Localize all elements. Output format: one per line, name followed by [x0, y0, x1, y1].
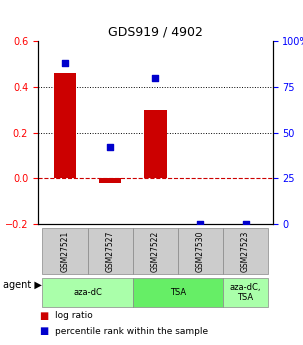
Text: GSM27522: GSM27522: [151, 230, 160, 272]
FancyBboxPatch shape: [88, 228, 133, 274]
Text: percentile rank within the sample: percentile rank within the sample: [55, 327, 208, 336]
Text: ■: ■: [39, 326, 49, 336]
Bar: [144, 110, 167, 178]
Text: aza-dC: aza-dC: [73, 288, 102, 297]
FancyBboxPatch shape: [223, 278, 268, 307]
Point: [108, 145, 112, 150]
FancyBboxPatch shape: [178, 228, 223, 274]
Title: GDS919 / 4902: GDS919 / 4902: [108, 26, 203, 39]
Text: ■: ■: [39, 311, 49, 321]
Point: [198, 221, 203, 227]
Text: TSA: TSA: [170, 288, 186, 297]
Text: agent ▶: agent ▶: [3, 280, 42, 289]
Bar: [99, 178, 122, 183]
Text: GSM27521: GSM27521: [61, 230, 69, 272]
Point: [153, 75, 158, 81]
Text: log ratio: log ratio: [55, 311, 92, 320]
Text: aza-dC,
TSA: aza-dC, TSA: [230, 283, 261, 302]
Text: GSM27530: GSM27530: [196, 230, 205, 272]
FancyBboxPatch shape: [42, 278, 133, 307]
FancyBboxPatch shape: [223, 228, 268, 274]
Text: GSM27527: GSM27527: [106, 230, 115, 272]
FancyBboxPatch shape: [133, 228, 178, 274]
FancyBboxPatch shape: [42, 228, 88, 274]
Point: [243, 221, 248, 227]
Text: GSM27523: GSM27523: [241, 230, 250, 272]
FancyBboxPatch shape: [133, 278, 223, 307]
Point: [62, 61, 67, 66]
Bar: [54, 73, 76, 178]
